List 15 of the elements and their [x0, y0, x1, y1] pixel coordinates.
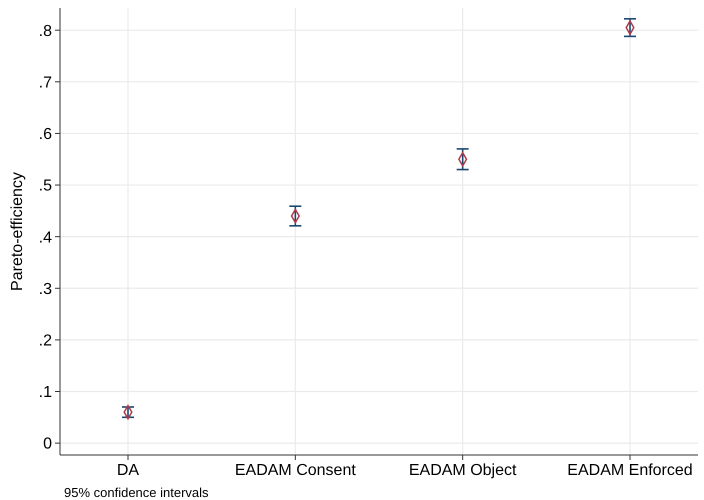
- y-axis-title: Pareto-efficiency: [9, 172, 26, 291]
- y-tick-label: .5: [38, 178, 52, 195]
- y-tick-label: 0: [43, 436, 52, 453]
- y-tick-label: .7: [38, 74, 52, 92]
- x-tick-label: EADAM Consent: [234, 462, 356, 479]
- y-tick-label: .2: [38, 332, 52, 350]
- x-tick-label: EADAM Object: [408, 462, 518, 479]
- text: 95% confidence intervals: [64, 485, 210, 500]
- y-tick-label: .6: [38, 126, 52, 144]
- y-tick-label: .8: [38, 22, 52, 40]
- x-tick-label: EADAM Enforced: [567, 462, 693, 479]
- y-tick-label: .1: [38, 384, 52, 402]
- y-tick-label: .3: [38, 280, 52, 298]
- x-tick-label: DA: [116, 462, 140, 479]
- y-tick-label: .4: [38, 229, 52, 246]
